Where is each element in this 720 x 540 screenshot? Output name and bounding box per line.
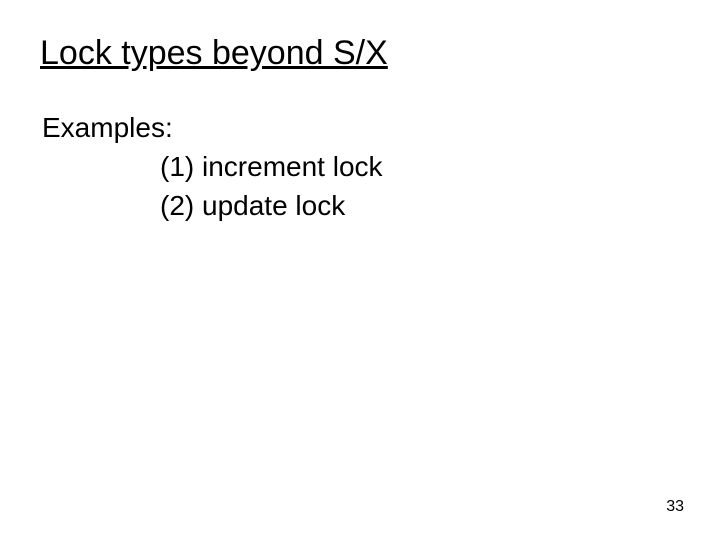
- list-item: (1) increment lock: [160, 147, 383, 186]
- examples-label: Examples:: [42, 108, 383, 147]
- slide-title: Lock types beyond S/X: [40, 34, 388, 73]
- slide-body: Examples: (1) increment lock (2) update …: [42, 108, 383, 226]
- slide: Lock types beyond S/X Examples: (1) incr…: [0, 0, 720, 540]
- list-item: (2) update lock: [160, 186, 383, 225]
- page-number: 33: [666, 498, 684, 516]
